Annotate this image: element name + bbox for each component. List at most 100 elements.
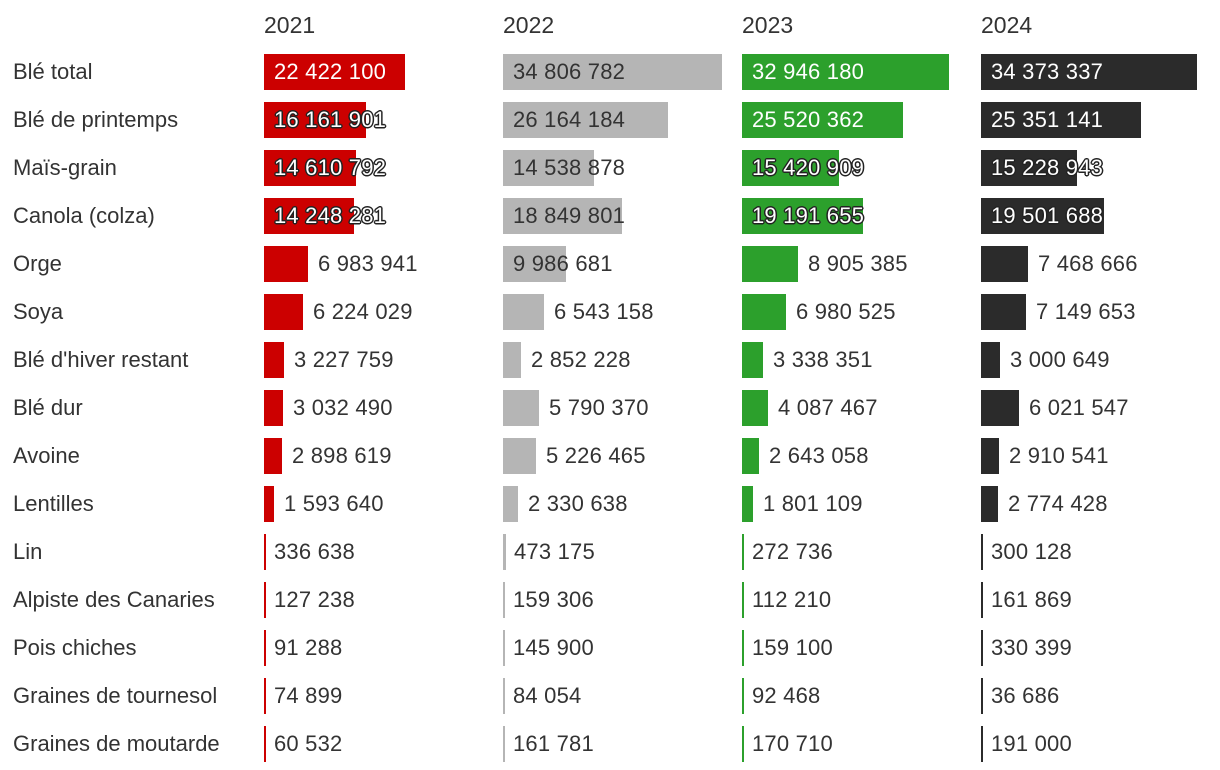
data-label: 473 175: [514, 539, 595, 564]
bar: [742, 246, 798, 282]
data-label: 19 501 688: [991, 203, 1104, 228]
bar: [503, 54, 722, 90]
data-label: 16 161 901: [274, 107, 387, 132]
bar: [264, 390, 283, 426]
bar: [742, 534, 744, 570]
bar: [264, 102, 366, 138]
bar: [742, 582, 744, 618]
bar: [742, 678, 744, 714]
bar: [742, 54, 949, 90]
bar: [503, 726, 505, 762]
bar: [742, 486, 753, 522]
category-label: Lentilles: [13, 491, 94, 516]
bar: [264, 534, 266, 570]
category-label: Soya: [13, 299, 64, 324]
bar: [264, 630, 266, 666]
bar: [981, 582, 983, 618]
bar: [981, 102, 1141, 138]
category-label: Lin: [13, 539, 43, 564]
data-label: 1 593 640: [284, 491, 384, 516]
bar: [264, 342, 284, 378]
series-year-header: 2024: [981, 12, 1033, 38]
data-label: 159 306: [513, 587, 594, 612]
category-label: Blé d'hiver restant: [13, 347, 189, 372]
data-label: 14 610 792: [274, 155, 387, 180]
category-label: Canola (colza): [13, 203, 155, 228]
bar: [742, 102, 903, 138]
data-label: 26 164 184: [513, 107, 626, 132]
data-label: 6 543 158: [554, 299, 654, 324]
data-label: 300 128: [991, 539, 1072, 564]
data-label: 22 422 100: [274, 59, 387, 84]
bar: [503, 438, 536, 474]
bar: [503, 150, 594, 186]
data-label: 161 781: [513, 731, 594, 756]
bar: [742, 630, 744, 666]
data-label: 14 248 281: [274, 203, 387, 228]
bar: [264, 294, 303, 330]
bar: [503, 534, 506, 570]
data-label: 92 468: [752, 683, 821, 708]
data-label: 2 852 228: [531, 347, 631, 372]
data-label: 6 980 525: [796, 299, 896, 324]
bar: [503, 486, 518, 522]
bar: [503, 390, 539, 426]
bar: [264, 726, 266, 762]
data-label: 34 806 782: [513, 59, 626, 84]
data-label: 7 149 653: [1036, 299, 1136, 324]
data-label: 5 226 465: [546, 443, 646, 468]
bar: [981, 630, 983, 666]
data-label: 2 910 541: [1009, 443, 1109, 468]
bar: [264, 438, 282, 474]
category-label: Graines de moutarde: [13, 731, 220, 756]
data-label: 161 869: [991, 587, 1072, 612]
bar: [742, 390, 768, 426]
data-label: 336 638: [274, 539, 355, 564]
bar: [264, 486, 274, 522]
data-label: 74 899: [274, 683, 343, 708]
bar: [264, 54, 405, 90]
data-label: 6 021 547: [1029, 395, 1129, 420]
data-label: 84 054: [513, 683, 582, 708]
series-year-header: 2022: [503, 12, 555, 38]
bar: [503, 294, 544, 330]
data-label: 3 000 649: [1010, 347, 1110, 372]
data-label: 127 238: [274, 587, 355, 612]
bar: [503, 342, 521, 378]
bar: [742, 150, 839, 186]
bar: [264, 246, 308, 282]
data-label: 191 000: [991, 731, 1072, 756]
data-label: 14 538 878: [513, 155, 626, 180]
bar: [264, 582, 266, 618]
category-label: Blé total: [13, 59, 93, 84]
bar: [981, 54, 1197, 90]
data-label: 145 900: [513, 635, 594, 660]
bar: [742, 726, 744, 762]
data-label: 25 351 141: [991, 107, 1104, 132]
data-label: 272 736: [752, 539, 833, 564]
bar: [503, 198, 622, 234]
data-label: 25 520 362: [752, 107, 865, 132]
data-label: 2 330 638: [528, 491, 628, 516]
data-label: 159 100: [752, 635, 833, 660]
bar: [264, 678, 266, 714]
data-label: 36 686: [991, 683, 1060, 708]
bar: [981, 150, 1077, 186]
data-label: 32 946 180: [752, 59, 865, 84]
data-label: 1 801 109: [763, 491, 863, 516]
data-label: 3 338 351: [773, 347, 873, 372]
data-label: 7 468 666: [1038, 251, 1138, 276]
bar: [742, 198, 863, 234]
bar: [981, 726, 983, 762]
bar: [981, 390, 1019, 426]
data-label: 2 774 428: [1008, 491, 1108, 516]
bar: [981, 678, 983, 714]
category-label: Blé de printemps: [13, 107, 179, 132]
bar: [264, 150, 356, 186]
data-label: 3 032 490: [293, 395, 393, 420]
category-label: Graines de tournesol: [13, 683, 218, 708]
bar: [742, 342, 763, 378]
data-label: 170 710: [752, 731, 833, 756]
category-label: Avoine: [13, 443, 80, 468]
